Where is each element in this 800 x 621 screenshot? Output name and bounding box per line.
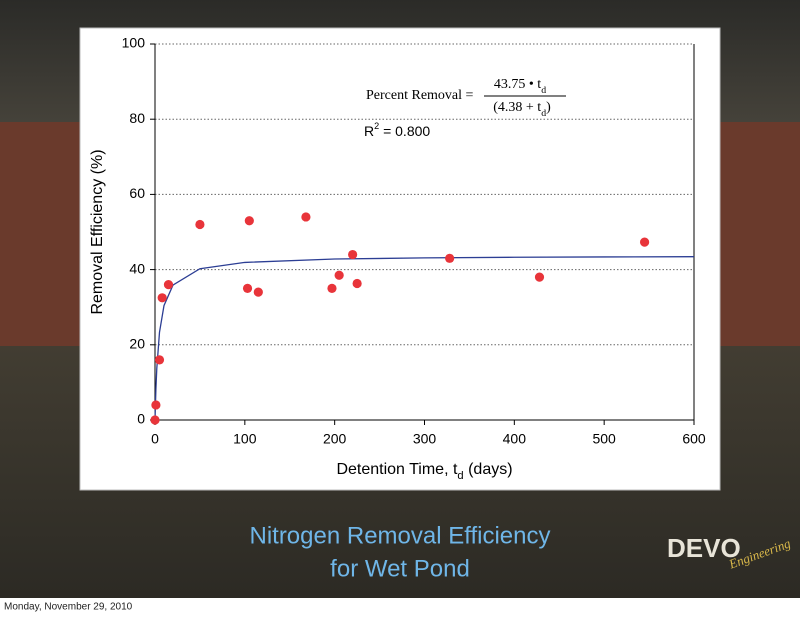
y-tick-label: 40 [129,260,145,276]
y-tick-label: 0 [137,411,145,427]
data-point [163,280,174,290]
x-tick-label: 0 [151,431,159,447]
y-axis-label: Removal Efficiency (%) [89,149,106,314]
x-tick-label: 200 [323,431,347,447]
data-point [534,272,545,282]
data-point [244,216,254,226]
x-axis-label-part: (days) [464,461,513,478]
x-tick-label: 600 [682,431,706,447]
slide-title: Nitrogen Removal Efficiency [249,522,550,549]
equation-numerator: 43.75 • td [494,77,546,96]
data-point [157,293,167,303]
data-point [242,283,253,293]
x-tick-label: 500 [592,431,616,447]
y-tick-label: 20 [129,336,145,352]
x-tick-label: 300 [413,431,437,447]
y-tick-label: 100 [122,35,146,51]
data-point [352,278,362,289]
data-point [150,415,160,425]
chart-panel [79,27,721,491]
r-squared-part: = 0.800 [379,123,430,139]
x-tick-label: 100 [233,431,257,447]
equation-lhs: Percent Removal = [366,88,474,103]
data-point [445,253,455,263]
fit-curve [154,256,695,421]
x-axis-label-part: Detention Time, t [336,461,458,478]
equation-denominator: (4.38 + td) [493,100,551,119]
data-point [301,212,311,222]
x-axis-label-part: d [457,470,463,482]
footer-strip [0,598,800,616]
data-point [327,283,337,293]
equation-numerator-part: d [541,85,546,96]
footer-date: Monday, November 29, 2010 [4,602,133,613]
equation-denominator-part: ) [546,100,551,115]
data-point [334,270,344,280]
equation-numerator-part: 43.75 • t [494,77,541,92]
data-point [195,219,205,230]
y-tick-label: 80 [129,110,145,126]
slide-title: for Wet Pond [330,555,470,582]
data-point [639,237,650,247]
logo: DEVO [667,533,741,563]
data-point [253,287,263,297]
r-squared: R2 = 0.800 [364,121,430,138]
r-squared-part: R [364,123,374,139]
equation-denominator-part: (4.38 + t [493,100,541,115]
x-tick-label: 400 [503,431,527,447]
r-squared-part: 2 [374,121,379,131]
y-tick-label: 60 [129,185,145,201]
data-point [348,249,358,260]
x-axis-label: Detention Time, td (days) [336,461,512,482]
plot: 0 20 40 60 80 100 0 100 200 300 400 500 600 Detention… [89,35,706,482]
data-point [154,355,165,365]
equation-denominator-part: d [541,108,546,119]
data-point [151,400,161,410]
